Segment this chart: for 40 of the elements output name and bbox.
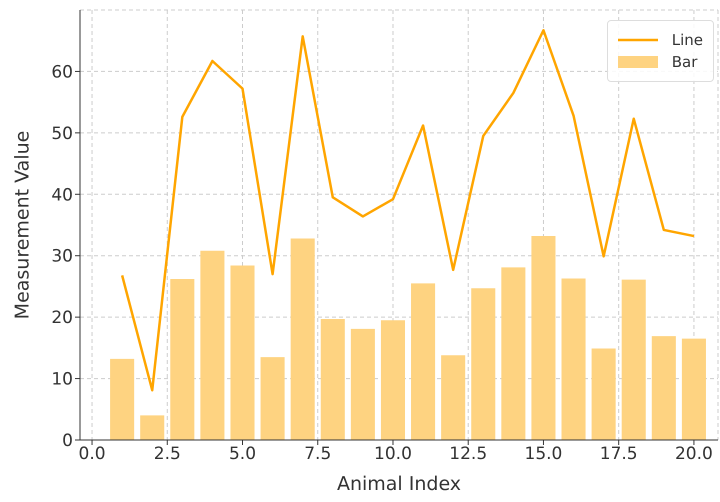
bar — [320, 318, 345, 440]
bar — [562, 278, 586, 440]
bar — [350, 328, 375, 440]
bar — [140, 415, 164, 440]
x-tick-label: 5.0 — [228, 444, 256, 464]
bar — [260, 357, 285, 440]
x-tick-label: 20.0 — [674, 444, 713, 464]
bar — [622, 280, 646, 440]
bar — [441, 355, 466, 440]
legend-label: Bar — [672, 53, 698, 71]
y-tick-label: 30 — [51, 246, 73, 267]
bar — [230, 266, 255, 440]
x-tick-label: 15.0 — [524, 444, 562, 464]
x-tick-label: 0.0 — [78, 444, 106, 464]
bar — [501, 267, 526, 440]
x-tick-label: 17.5 — [600, 444, 638, 464]
legend-label: Line — [672, 31, 703, 49]
y-tick-label: 20 — [51, 308, 73, 328]
bar — [411, 283, 436, 440]
bar — [592, 348, 616, 440]
bar — [200, 250, 224, 440]
bar — [170, 279, 194, 440]
y-tick-label: 40 — [51, 185, 73, 206]
bar — [471, 288, 496, 440]
x-tick-label: 7.5 — [304, 444, 332, 464]
bar — [682, 338, 706, 440]
y-tick-label: 0 — [62, 431, 73, 452]
y-tick-label: 10 — [51, 370, 73, 390]
y-tick-label: 60 — [51, 62, 73, 82]
bar — [531, 236, 556, 440]
bar — [380, 320, 406, 440]
bar — [110, 358, 134, 440]
x-tick-label: 10.0 — [374, 444, 412, 464]
bar — [652, 336, 676, 440]
x-tick-label: 2.5 — [154, 444, 181, 464]
bar — [290, 238, 315, 440]
y-tick-label: 50 — [51, 124, 73, 144]
x-tick-label: 12.5 — [449, 444, 488, 464]
y-axis-title: Measurement Value — [12, 130, 34, 320]
x-axis-title: Animal Index — [336, 473, 462, 495]
